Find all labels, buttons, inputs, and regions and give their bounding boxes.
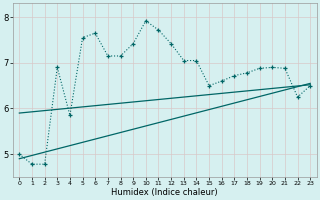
X-axis label: Humidex (Indice chaleur): Humidex (Indice chaleur) xyxy=(111,188,218,197)
